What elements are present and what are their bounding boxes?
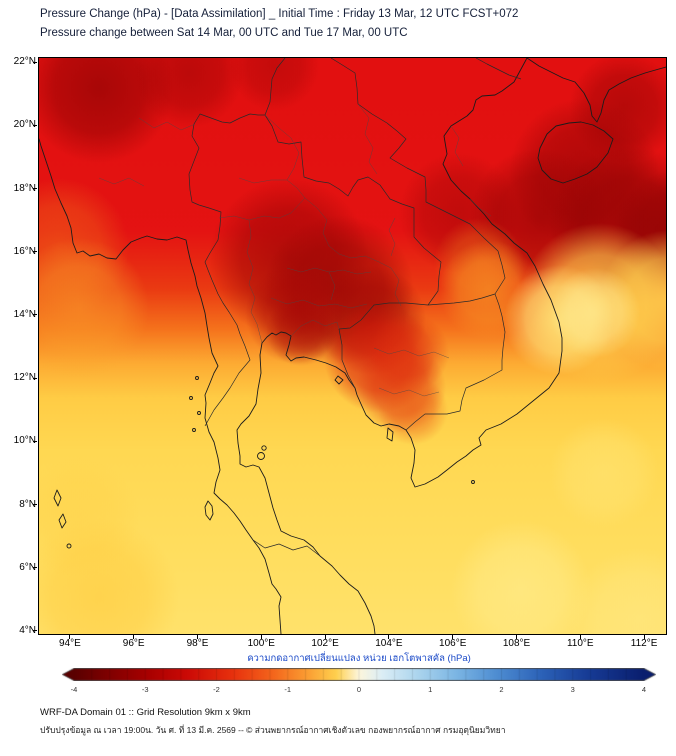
colorbar-tick-label: 3 bbox=[570, 685, 575, 694]
coastlines bbox=[39, 58, 666, 634]
hainan-island bbox=[537, 121, 614, 184]
lon-tick-label: 94°E bbox=[58, 638, 81, 649]
lat-tick-mark bbox=[33, 440, 37, 442]
lat-tick-mark bbox=[33, 61, 37, 63]
lon-tick-label: 108°E bbox=[502, 638, 531, 649]
map-plot bbox=[38, 57, 667, 635]
province-boundaries bbox=[98, 103, 492, 397]
border-thailand-cambodia-west bbox=[338, 328, 356, 389]
footer-domain-info: WRF-DA Domain 01 :: Grid Resolution 9km … bbox=[40, 707, 251, 718]
lat-tick-mark bbox=[33, 314, 37, 316]
pressure-field-canvas bbox=[39, 58, 666, 634]
lat-tick-label: 16°N bbox=[13, 245, 36, 257]
lat-tick-label: 10°N bbox=[13, 435, 36, 447]
border-myanmar-thailand bbox=[188, 113, 265, 427]
ko-samui-island bbox=[257, 452, 265, 460]
lon-tick-label: 112°E bbox=[630, 638, 658, 649]
lat-tick-label: 20°N bbox=[13, 119, 36, 131]
lat-tick-mark bbox=[33, 188, 37, 189]
con-dao-island bbox=[471, 480, 475, 484]
lon-tick-mark bbox=[69, 635, 71, 639]
phu-quoc-island bbox=[386, 427, 394, 442]
colorbar-tick-label: -1 bbox=[284, 685, 292, 694]
border-china-vietnam bbox=[475, 58, 522, 80]
border-thailand-malaysia bbox=[252, 539, 321, 557]
lon-tick-mark bbox=[579, 635, 581, 639]
lat-tick-label: 14°N bbox=[13, 308, 36, 320]
coastline-vietnam-gulf-peninsula bbox=[236, 58, 563, 634]
lon-tick-label: 104°E bbox=[375, 638, 403, 649]
lat-tick-label: 4°N bbox=[19, 624, 36, 636]
lat-tick-mark bbox=[33, 567, 37, 569]
lon-tick-label: 110°E bbox=[566, 638, 594, 649]
colorbar-tick-label: 2 bbox=[499, 685, 504, 694]
lon-tick-label: 100°E bbox=[247, 638, 275, 649]
coastline-andaman-myanmar bbox=[39, 138, 282, 634]
footer-update-info: ปรับปรุงข้อมูล ณ เวลา 19:00น. วัน ศ. ที่… bbox=[40, 725, 506, 735]
lon-tick-mark bbox=[643, 635, 645, 639]
colorbar-tick-label: -3 bbox=[141, 685, 149, 694]
border-laos-vietnam bbox=[330, 58, 506, 295]
lat-tick-mark bbox=[33, 504, 37, 505]
lon-tick-label: 106°E bbox=[439, 638, 467, 649]
andaman-islet bbox=[66, 543, 72, 549]
mergui-islets bbox=[189, 376, 201, 432]
lat-tick-label: 6°N bbox=[19, 561, 36, 573]
lat-tick-label: 12°N bbox=[13, 372, 36, 384]
colorbar-tick-label: -4 bbox=[70, 685, 78, 694]
lat-tick-mark bbox=[33, 377, 37, 379]
china-south-coast bbox=[526, 58, 666, 123]
border-thailand-laos bbox=[264, 114, 442, 306]
lon-tick-mark bbox=[260, 635, 262, 639]
colorbar-tick-label: 1 bbox=[428, 685, 433, 694]
lat-tick-mark bbox=[33, 251, 37, 253]
ko-chang-island bbox=[334, 375, 344, 385]
lat-tick-label: 22°N bbox=[13, 56, 36, 68]
colorbar-tick-label: -2 bbox=[213, 685, 220, 694]
lat-tick-label: 8°N bbox=[19, 498, 36, 510]
lon-tick-mark bbox=[197, 635, 198, 639]
lon-tick-label: 96°E bbox=[122, 638, 145, 649]
country-borders bbox=[188, 58, 522, 557]
lon-tick-mark bbox=[452, 635, 454, 639]
page-subtitle: Pressure change between Sat 14 Mar, 00 U… bbox=[40, 27, 408, 39]
lat-tick-mark bbox=[33, 124, 37, 126]
border-myanmar-laos-north bbox=[264, 58, 286, 116]
lon-tick-label: 98°E bbox=[186, 638, 209, 649]
andaman-islands bbox=[53, 489, 67, 529]
border-cambodia-laos bbox=[427, 293, 496, 306]
page-title: Pressure Change (hPa) - [Data Assimilati… bbox=[40, 8, 519, 20]
lon-tick-label: 102°E bbox=[311, 638, 339, 649]
lon-tick-mark bbox=[324, 635, 326, 639]
phuket-island bbox=[204, 500, 214, 521]
colorbar-tick-label: 4 bbox=[641, 685, 647, 694]
lon-tick-mark bbox=[133, 635, 135, 639]
lon-tick-mark bbox=[516, 635, 517, 639]
colorbar-label: ความกดอากาศเปลี่ยนแปลง หน่วย เฮกโตพาสคัล… bbox=[247, 653, 471, 664]
border-cambodia-vietnam bbox=[405, 293, 506, 431]
lat-tick-label: 18°N bbox=[13, 182, 36, 194]
colorbar-tick-label: 0 bbox=[356, 685, 362, 694]
ko-phangan-island bbox=[261, 445, 267, 451]
border-thailand-cambodia-north bbox=[338, 302, 429, 330]
lat-tick-mark bbox=[33, 630, 37, 632]
map-overlay bbox=[39, 58, 666, 634]
colorbar-canvas bbox=[62, 668, 656, 681]
lon-tick-mark bbox=[388, 635, 390, 639]
